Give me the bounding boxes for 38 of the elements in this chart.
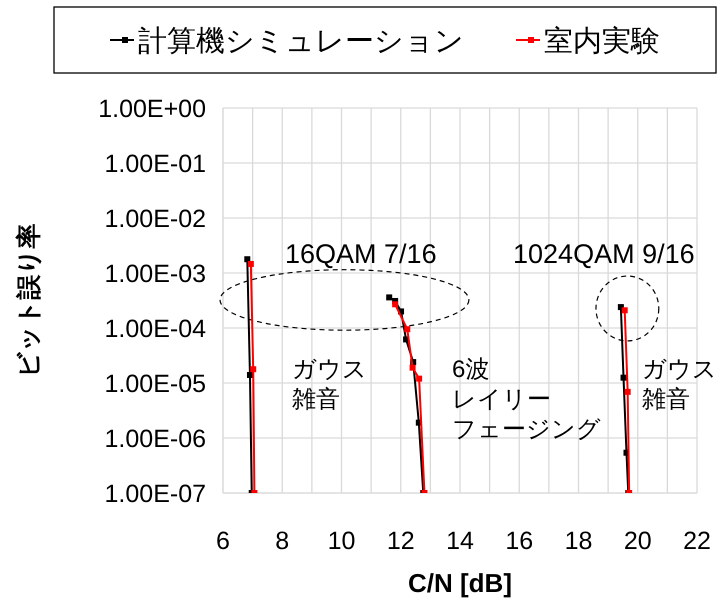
x-tick-label: 6	[216, 527, 230, 555]
point	[410, 364, 416, 371]
x-tick-label: 18	[564, 527, 592, 555]
x-tick-label: 12	[386, 527, 415, 555]
y-tick-label: 1.00E-07	[104, 480, 206, 508]
annotation: ガウス雑音	[642, 356, 717, 413]
point	[244, 256, 250, 262]
x-tick-label: 10	[328, 527, 356, 555]
point	[404, 326, 410, 332]
point	[416, 376, 422, 382]
point	[246, 372, 253, 378]
annotation: ガウス雑音	[292, 356, 367, 413]
legend-label: 計算機シミュレーション	[138, 25, 464, 58]
point	[250, 366, 256, 372]
x-axis-title: C/N [dB]	[408, 568, 512, 598]
x-tick-label: 22	[683, 527, 711, 555]
x-tick-label: 16	[505, 527, 534, 555]
y-tick-label: 1.00E-02	[104, 205, 206, 233]
annotation: 1024QAM 9/16	[513, 239, 695, 269]
y-tick-label: 1.00E+00	[98, 95, 206, 123]
y-tick-label: 1.00E-03	[104, 260, 206, 288]
x-tick-label: 14	[446, 527, 474, 555]
y-tick-label: 1.00E-04	[104, 315, 206, 343]
point	[392, 301, 398, 308]
y-tick-label: 1.00E-05	[104, 370, 206, 398]
point	[622, 307, 628, 314]
point	[624, 388, 631, 395]
annotation: 16QAM 7/16	[285, 239, 437, 269]
y-axis-title: ビット誤り率	[15, 224, 43, 378]
y-tick-label: 1.00E-01	[104, 150, 206, 178]
point	[248, 260, 254, 267]
legend-label: 室内実験	[544, 25, 660, 58]
x-tick-label: 20	[624, 527, 652, 555]
y-tick-label: 1.00E-06	[104, 425, 206, 453]
point	[386, 294, 392, 300]
annotation: 6波レイリーフェージング	[452, 356, 601, 443]
point	[620, 374, 627, 381]
x-tick-label: 8	[275, 527, 290, 555]
